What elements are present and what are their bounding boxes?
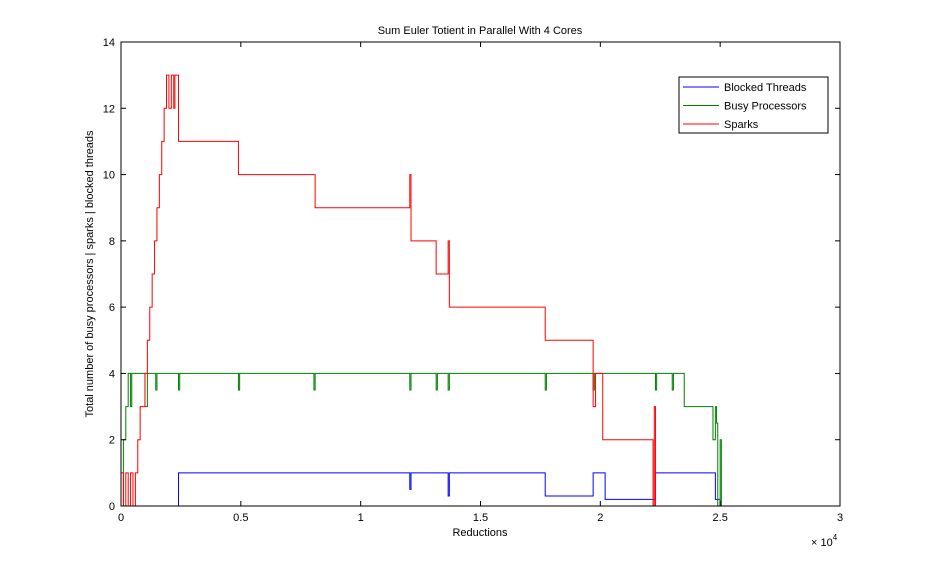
legend-label: Busy Processors bbox=[724, 101, 807, 113]
y-tick-label: 6 bbox=[109, 302, 115, 314]
x-tick-label: 0 bbox=[118, 512, 124, 524]
legend-label: Sparks bbox=[724, 119, 759, 131]
x-tick-label: 3 bbox=[837, 512, 843, 524]
x-tick-label: 0.5 bbox=[233, 512, 248, 524]
series-lines bbox=[121, 74, 722, 507]
x-axis-multiplier: × 104 bbox=[811, 533, 838, 549]
axis-ticks: 0 0.5 1 1.5 2 2.5 3 0 2 4 6 8 10 12 14 bbox=[103, 37, 843, 524]
legend-label: Blocked Threads bbox=[724, 82, 807, 94]
y-tick-label: 12 bbox=[103, 103, 115, 115]
y-tick-label: 8 bbox=[109, 236, 115, 248]
y-axis-label: Total number of busy processors | sparks… bbox=[84, 130, 96, 417]
x-axis-multiplier-base: × 10 bbox=[811, 537, 833, 549]
y-tick-label: 10 bbox=[103, 170, 115, 182]
legend: Blocked Threads Busy Processors Sparks bbox=[678, 76, 829, 134]
y-tick-label: 2 bbox=[109, 435, 115, 447]
x-tick-label: 2.5 bbox=[713, 512, 728, 524]
chart-title: Sum Euler Totient in Parallel With 4 Cor… bbox=[378, 25, 583, 37]
y-tick-label: 4 bbox=[109, 368, 115, 380]
x-axis-multiplier-exponent: 4 bbox=[833, 533, 838, 542]
y-tick-label: 14 bbox=[103, 37, 115, 49]
series-line-sparks bbox=[121, 74, 673, 507]
x-tick-label: 1 bbox=[358, 512, 364, 524]
x-tick-label: 1.5 bbox=[473, 512, 488, 524]
series-line-blocked-threads bbox=[121, 472, 721, 507]
x-axis-label: Reductions bbox=[452, 527, 508, 539]
x-tick-label: 2 bbox=[597, 512, 603, 524]
y-tick-label: 0 bbox=[109, 501, 115, 513]
